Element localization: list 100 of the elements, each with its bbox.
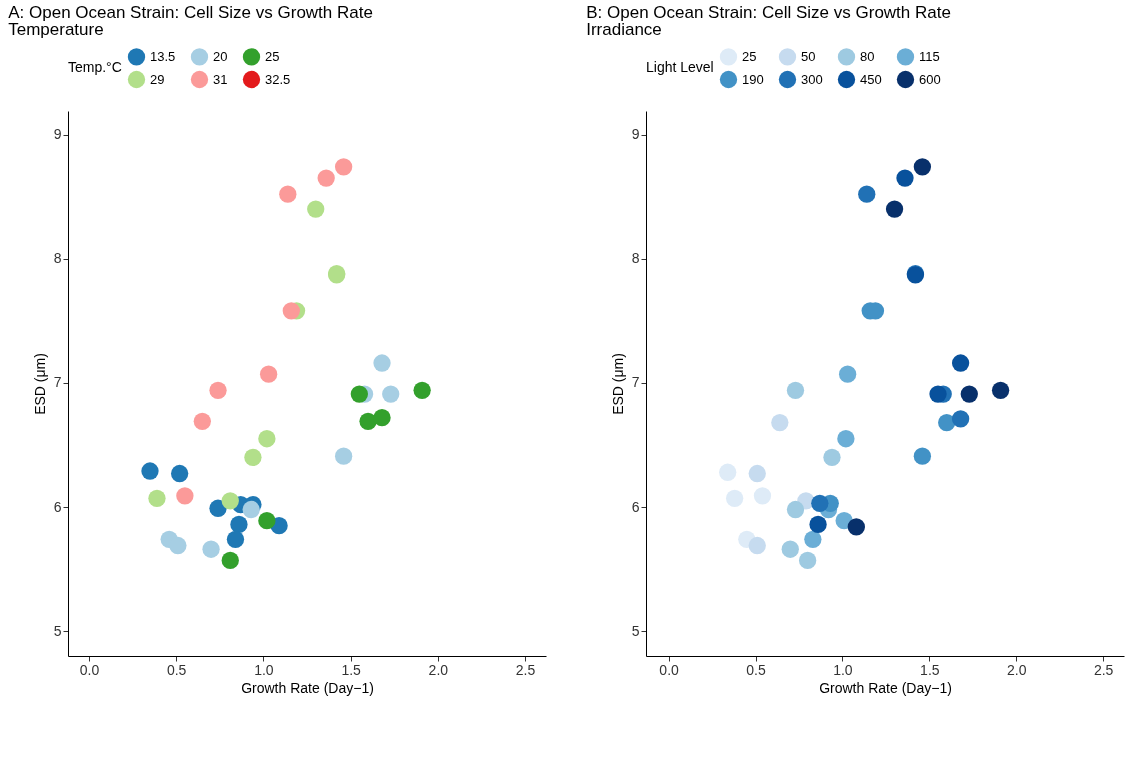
- x-tick-label: 1.5: [341, 661, 362, 678]
- y-tick-label: 7: [53, 374, 62, 391]
- legend-label: 25: [742, 48, 757, 64]
- y-tick-label: 9: [53, 126, 62, 143]
- x-tick-label: 0.5: [746, 661, 766, 678]
- legend-label: 29: [150, 71, 165, 87]
- point: [221, 551, 239, 570]
- legend-label: 20: [213, 48, 228, 64]
- point: [148, 489, 166, 507]
- point: [373, 409, 391, 427]
- y-tick-label: 9: [631, 126, 640, 143]
- point: [748, 464, 766, 483]
- point: [809, 515, 827, 534]
- point: [334, 447, 353, 465]
- legend-title: Light Level: [646, 59, 714, 75]
- point: [929, 385, 947, 403]
- x-tick-label: 2.5: [515, 661, 536, 678]
- point: [413, 381, 431, 399]
- point: [209, 381, 227, 399]
- point: [141, 462, 159, 480]
- point: [804, 530, 822, 548]
- y-tick-label: 6: [53, 498, 62, 515]
- point: [230, 515, 248, 534]
- y-axis-title: ESD (μm): [609, 353, 626, 415]
- point: [938, 413, 956, 432]
- point: [307, 200, 325, 218]
- point: [382, 385, 400, 403]
- x-tick-label: 0.0: [659, 661, 680, 678]
- legend-label: 115: [919, 48, 940, 64]
- legend-label: 300: [801, 71, 823, 87]
- x-tick-label: 2.5: [1093, 661, 1114, 678]
- y-tick-label: 5: [53, 622, 62, 639]
- point: [847, 518, 865, 536]
- y-tick-label: 5: [631, 622, 640, 639]
- point: [317, 169, 335, 187]
- point: [176, 487, 194, 505]
- point: [202, 540, 220, 558]
- legend-label: 600: [919, 71, 941, 87]
- point: [226, 530, 245, 548]
- point: [170, 464, 189, 483]
- point: [960, 385, 978, 403]
- point: [258, 430, 276, 448]
- point: [811, 494, 829, 512]
- point: [244, 448, 262, 467]
- legend-label: 31: [213, 71, 228, 87]
- point: [753, 487, 772, 505]
- point: [885, 200, 904, 218]
- point: [786, 500, 805, 519]
- chart-subtitle: Irradiance: [586, 20, 662, 39]
- point: [858, 185, 876, 203]
- chart-title: A: Open Ocean Strain: Cell Size vs Growth Rate: [8, 3, 373, 22]
- point: [781, 540, 799, 558]
- point: [282, 302, 300, 320]
- point: [279, 185, 297, 203]
- point: [359, 412, 377, 431]
- chart-title: B: Open Ocean Strain: Cell Size vs Growth Rate: [586, 3, 951, 22]
- point: [169, 536, 187, 555]
- x-tick-label: 1.0: [833, 661, 853, 678]
- x-tick-label: 1.5: [920, 661, 940, 678]
- point: [334, 158, 353, 176]
- x-tick-label: 2.0: [428, 661, 449, 678]
- y-axis-title: ESD (μm): [31, 353, 48, 415]
- legend-label: 32.5: [265, 71, 291, 87]
- legend-label: 80: [860, 48, 875, 64]
- point: [913, 158, 932, 176]
- point: [913, 447, 932, 465]
- point: [838, 365, 857, 383]
- point: [786, 381, 805, 399]
- point: [221, 492, 239, 510]
- point: [193, 412, 211, 431]
- point: [350, 385, 368, 403]
- y-tick-label: 6: [631, 498, 640, 515]
- y-tick-label: 7: [631, 374, 640, 391]
- point: [771, 413, 789, 432]
- x-tick-label: 0.0: [79, 661, 100, 678]
- chart-subtitle: Temperature: [8, 20, 104, 39]
- point: [242, 500, 260, 519]
- legend-label: 190: [742, 71, 764, 87]
- legend-label: 25: [265, 48, 280, 64]
- point: [719, 463, 737, 481]
- point: [259, 365, 278, 383]
- x-axis-title: Growth Rate (Day−1): [819, 679, 952, 696]
- legend-label: 13.5: [150, 48, 176, 64]
- point: [991, 381, 1010, 399]
- y-tick-label: 8: [53, 250, 62, 267]
- point: [258, 512, 276, 530]
- point: [896, 169, 914, 187]
- x-axis-title: Growth Rate (Day−1): [241, 679, 374, 696]
- x-tick-label: 1.0: [254, 661, 274, 678]
- point: [725, 489, 744, 507]
- point: [823, 448, 841, 467]
- point: [951, 354, 970, 372]
- point: [951, 410, 970, 428]
- x-tick-label: 2.0: [1007, 661, 1027, 678]
- point: [373, 354, 391, 372]
- point: [837, 430, 855, 448]
- point: [748, 536, 766, 555]
- legend-title: Temp.°C: [68, 59, 122, 75]
- point: [798, 551, 817, 570]
- legend-label: 450: [860, 71, 882, 87]
